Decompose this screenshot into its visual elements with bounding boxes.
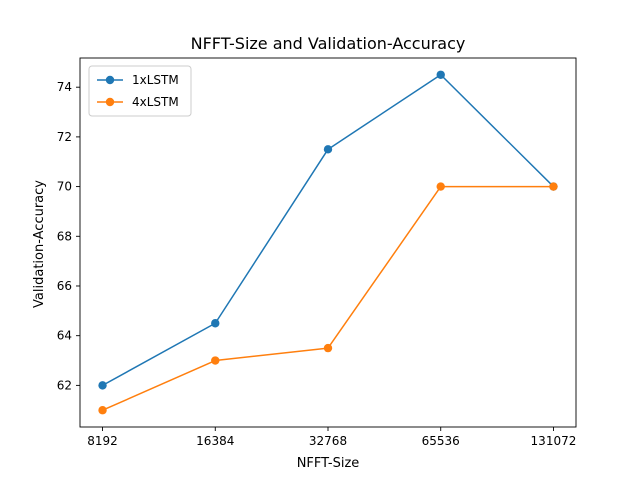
data-point [98, 381, 107, 390]
x-tick-label: 32768 [309, 434, 347, 448]
data-point [211, 319, 220, 328]
data-point [323, 343, 333, 353]
plot-area: 8192 16384 32768 65536 131072 62 64 66 68 70 72 74 1… [57, 57, 577, 448]
x-tick-label: 16384 [196, 434, 234, 448]
data-point [211, 356, 220, 365]
data-point [323, 145, 333, 154]
x-tick-label: 65536 [422, 434, 460, 448]
x-tick-label: 131072 [531, 434, 577, 448]
data-point [549, 182, 558, 191]
y-tick-label: 74 [57, 80, 72, 94]
data-point [436, 70, 445, 79]
y-tick-label: 64 [57, 329, 72, 343]
y-tick-label: 62 [57, 378, 72, 392]
chart-title: NFFT-Size and Validation-Accuracy [191, 34, 466, 53]
y-tick-label: 68 [57, 229, 72, 243]
data-point [436, 182, 445, 191]
y-tick-label: 70 [57, 180, 72, 194]
y-tick-label: 66 [57, 279, 72, 293]
y-tick-label: 72 [57, 130, 72, 144]
legend-box [88, 65, 192, 117]
data-point [98, 406, 107, 415]
x-axis-label: NFFT-Size [297, 456, 360, 471]
x-tick-label: 8192 [87, 434, 118, 448]
y-axis-label: Validation-Accuracy [32, 180, 47, 308]
legend-marker [105, 75, 115, 85]
legend-marker [105, 97, 115, 107]
legend-label: 1xLSTM [132, 73, 179, 87]
legend-label: 4xLSTM [132, 95, 179, 109]
